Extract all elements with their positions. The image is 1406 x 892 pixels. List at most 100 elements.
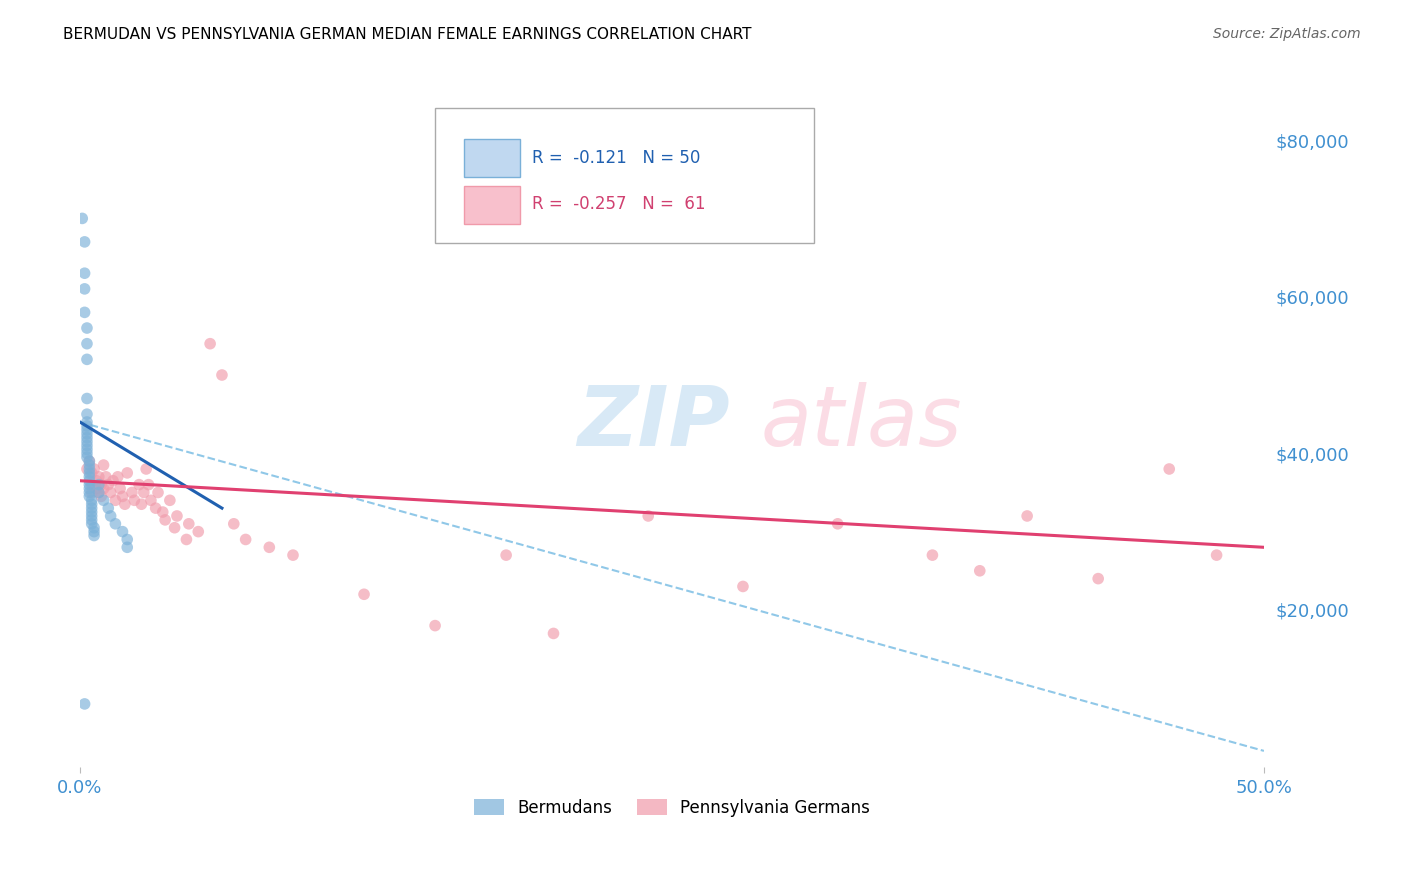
Point xyxy=(222,516,245,531)
Point xyxy=(124,493,146,508)
Point xyxy=(235,533,257,547)
Point xyxy=(80,466,103,480)
Point xyxy=(76,462,98,476)
Point xyxy=(79,466,101,480)
Point xyxy=(146,485,169,500)
Text: R =  -0.257   N =  61: R = -0.257 N = 61 xyxy=(533,195,706,213)
Point xyxy=(132,485,155,500)
Point xyxy=(70,211,93,226)
Point xyxy=(969,564,991,578)
Point xyxy=(921,548,943,562)
Point xyxy=(80,477,103,491)
Point xyxy=(79,470,101,484)
Point xyxy=(827,516,849,531)
Point xyxy=(80,501,103,516)
Point xyxy=(187,524,209,539)
Point xyxy=(100,508,122,523)
Point xyxy=(259,541,281,555)
FancyBboxPatch shape xyxy=(464,186,520,224)
Point xyxy=(79,454,101,468)
Point xyxy=(87,470,110,484)
Point xyxy=(423,618,446,632)
Point xyxy=(76,352,98,367)
Point xyxy=(76,450,98,465)
Point xyxy=(90,477,112,491)
Point xyxy=(177,516,200,531)
Text: atlas: atlas xyxy=(761,382,962,462)
Point xyxy=(1087,572,1109,586)
Point xyxy=(97,501,120,516)
Point xyxy=(79,462,101,476)
Point xyxy=(1205,548,1227,562)
Point xyxy=(79,477,101,491)
Point xyxy=(80,513,103,527)
Point xyxy=(73,697,96,711)
Legend: Bermudans, Pennsylvania Germans: Bermudans, Pennsylvania Germans xyxy=(467,792,877,823)
Point xyxy=(79,489,101,503)
Point xyxy=(104,516,127,531)
Point xyxy=(135,462,157,476)
Point xyxy=(73,305,96,319)
Point xyxy=(83,524,105,539)
Point xyxy=(121,485,143,500)
Point xyxy=(76,438,98,452)
Point xyxy=(115,466,138,480)
Point xyxy=(80,497,103,511)
Point xyxy=(76,415,98,429)
Point xyxy=(637,508,659,523)
Point xyxy=(145,501,167,516)
Point xyxy=(73,282,96,296)
Point xyxy=(495,548,517,562)
Point xyxy=(80,505,103,519)
Point xyxy=(76,442,98,457)
Text: R =  -0.121   N = 50: R = -0.121 N = 50 xyxy=(533,149,700,167)
Point xyxy=(115,541,138,555)
Point xyxy=(76,418,98,433)
Point xyxy=(1017,508,1039,523)
Point xyxy=(159,493,181,508)
Point xyxy=(79,482,101,496)
Point xyxy=(87,485,110,500)
Point xyxy=(211,368,233,382)
Point xyxy=(73,235,96,249)
Point xyxy=(138,477,160,491)
Point xyxy=(79,474,101,488)
Point xyxy=(97,477,120,491)
Point xyxy=(115,533,138,547)
Point xyxy=(79,485,101,500)
Point xyxy=(76,321,98,335)
Point xyxy=(93,482,115,496)
Point xyxy=(86,482,108,496)
Point xyxy=(79,454,101,468)
Point xyxy=(79,458,101,472)
Point xyxy=(131,497,153,511)
Point xyxy=(543,626,565,640)
Point xyxy=(163,521,186,535)
Point xyxy=(76,446,98,460)
Point xyxy=(111,524,134,539)
Point xyxy=(1159,462,1181,476)
Point xyxy=(101,474,124,488)
Point xyxy=(93,493,115,508)
Point xyxy=(87,485,110,500)
Point xyxy=(100,485,122,500)
Point xyxy=(83,528,105,542)
Point xyxy=(80,508,103,523)
Point xyxy=(80,493,103,508)
Point xyxy=(87,477,110,491)
Point xyxy=(198,336,221,351)
Point xyxy=(281,548,304,562)
Point xyxy=(353,587,375,601)
Point xyxy=(76,336,98,351)
Point xyxy=(76,426,98,441)
Point xyxy=(153,513,176,527)
Point xyxy=(108,482,131,496)
Point xyxy=(76,392,98,406)
Point xyxy=(76,431,98,445)
Point xyxy=(83,521,105,535)
Point xyxy=(76,407,98,421)
Point xyxy=(76,423,98,437)
Point xyxy=(93,458,115,472)
Point xyxy=(76,434,98,449)
Point xyxy=(90,489,112,503)
